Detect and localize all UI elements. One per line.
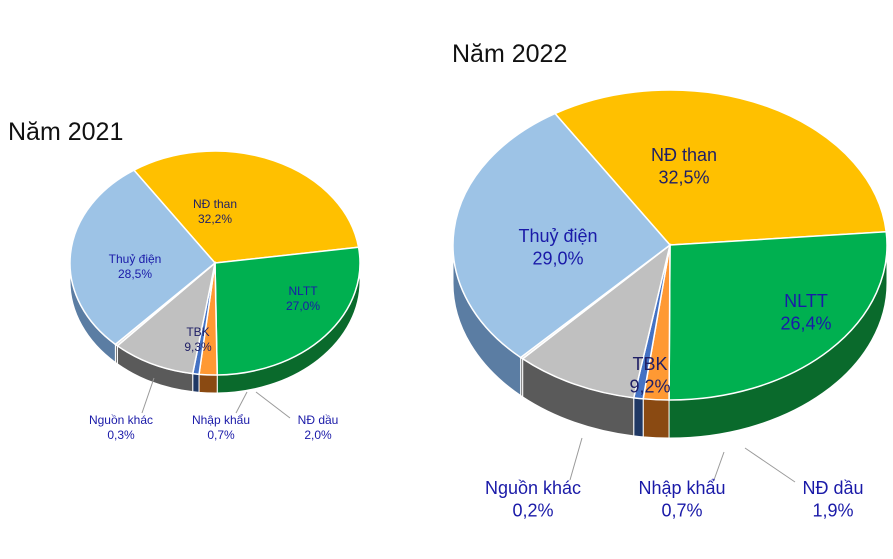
slice-value-nguon-khac: 0,2%	[512, 501, 553, 521]
slice-value-tbk: 9,3%	[184, 340, 212, 354]
slice-value-nd-than: 32,5%	[658, 168, 709, 188]
pie-labels-2022: NĐ than 32,5% NLTT 26,4% NĐ dầu 1,9% Nhập khẩu…	[485, 145, 864, 521]
slice-value-nltt: 27,0%	[286, 299, 320, 313]
slice-name-nd-dau: NĐ dầu	[298, 413, 339, 427]
leader-line-nguon-khac	[141, 377, 155, 414]
slice-value-nhap-khau: 0,7%	[207, 428, 235, 442]
pie-sides-2021	[69, 262, 361, 394]
leader-line-nd-dau	[744, 447, 796, 483]
chart-title-2022: Năm 2022	[452, 40, 567, 68]
slice-value-nd-than: 32,2%	[198, 212, 232, 226]
pie-tops-2022	[452, 89, 888, 401]
pie-slice-thuy-dien	[69, 169, 217, 346]
pie-sides-2022	[452, 244, 888, 439]
pie-side-nhap-khau	[192, 373, 200, 393]
pie-side-nd-dau	[642, 398, 670, 439]
pie-slice-nd-than	[553, 89, 888, 246]
pie-chart-2022: Năm 2022 NĐ than 32,5% NLTT 26,4% NĐ dầu 1,9%…	[452, 40, 888, 521]
slice-value-nd-dau: 2,0%	[304, 428, 332, 442]
pie-slice-tbk	[116, 261, 217, 375]
slice-value-nguon-khac: 0,3%	[107, 428, 135, 442]
pie-slice-nd-than	[132, 150, 360, 264]
pie-side-nd-dau	[198, 373, 218, 394]
slice-name-nguon-khac: Nguồn khác	[485, 478, 581, 498]
leader-line-nguon-khac	[569, 437, 583, 481]
slice-name-nguon-khac: Nguồn khác	[89, 413, 153, 427]
slice-name-nhap-khau: Nhập khẩu	[192, 413, 250, 427]
slice-name-nltt: NLTT	[784, 291, 828, 311]
slice-name-tbk: TBK	[632, 354, 667, 374]
slice-value-nltt: 26,4%	[780, 314, 831, 334]
slice-value-thuy-dien: 28,5%	[118, 267, 152, 281]
pie-slice-tbk	[521, 243, 672, 399]
slice-name-nltt: NLTT	[288, 284, 318, 298]
slice-value-tbk: 9,2%	[629, 377, 670, 397]
slice-value-nd-dau: 1,9%	[812, 501, 853, 521]
chart-title-2021: Năm 2021	[8, 118, 123, 146]
slice-name-nhap-khau: Nhập khẩu	[638, 478, 725, 498]
pie-slice-nltt	[668, 231, 888, 401]
pie-tops-2021	[69, 150, 361, 376]
slice-name-nd-dau: NĐ dầu	[802, 478, 863, 498]
slice-name-tbk: TBK	[186, 325, 209, 339]
slice-name-thuy-dien: Thuỷ điện	[518, 226, 597, 246]
pie-slice-thuy-dien	[452, 112, 672, 359]
pie-side-nhap-khau	[633, 397, 644, 438]
slice-name-thuy-dien: Thuỷ điện	[109, 252, 162, 266]
pie-slice-nltt	[214, 246, 361, 376]
slice-value-nhap-khau: 0,7%	[661, 501, 702, 521]
slice-name-nd-than: NĐ than	[651, 145, 717, 165]
leader-line-nd-dau	[255, 391, 291, 419]
leader-line-nhap-khau	[235, 391, 248, 414]
slice-name-nd-than: NĐ than	[193, 197, 237, 211]
slice-value-thuy-dien: 29,0%	[532, 249, 583, 269]
leader-line-nhap-khau	[713, 451, 725, 481]
